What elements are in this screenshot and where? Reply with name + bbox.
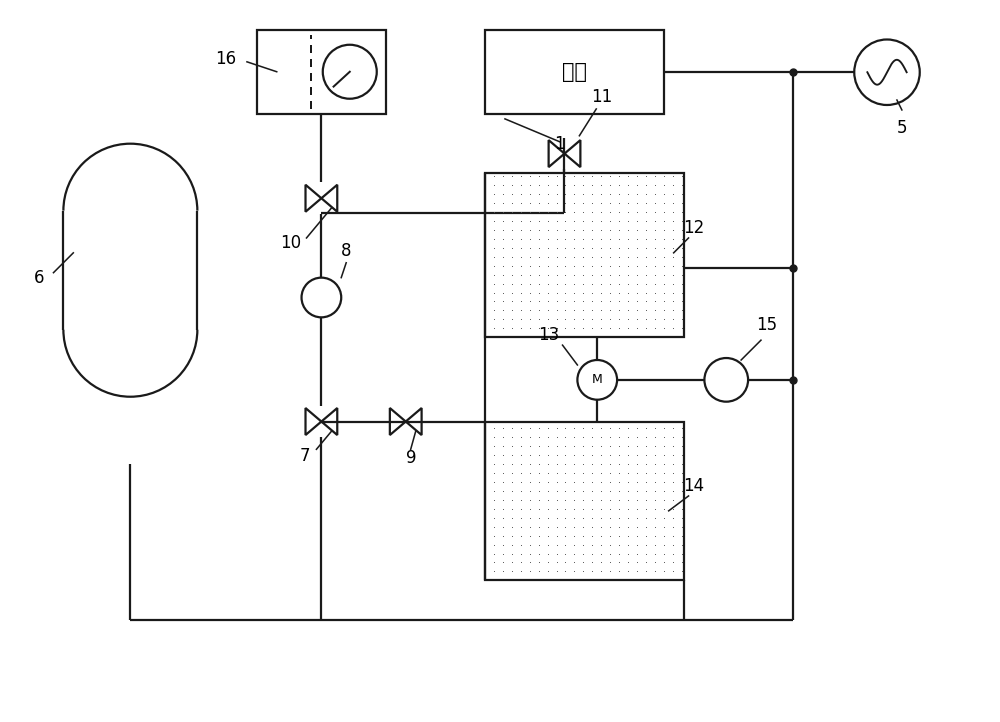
Text: 风机: 风机 <box>562 62 587 82</box>
Text: 16: 16 <box>215 50 236 68</box>
Text: M: M <box>592 373 603 386</box>
Text: 15: 15 <box>756 316 777 334</box>
Text: 11: 11 <box>591 88 613 106</box>
Text: 12: 12 <box>684 219 705 237</box>
Bar <box>485 30 664 114</box>
Bar <box>257 30 386 114</box>
Bar <box>485 422 684 580</box>
Text: 8: 8 <box>341 242 352 260</box>
Text: 10: 10 <box>280 234 301 252</box>
Text: 13: 13 <box>538 326 559 344</box>
Text: 7: 7 <box>300 447 310 465</box>
Text: 6: 6 <box>34 269 44 287</box>
Text: 14: 14 <box>684 477 705 495</box>
Text: 9: 9 <box>406 449 416 467</box>
Text: 5: 5 <box>897 119 907 136</box>
Bar <box>485 173 684 337</box>
Text: 1: 1 <box>555 134 565 152</box>
